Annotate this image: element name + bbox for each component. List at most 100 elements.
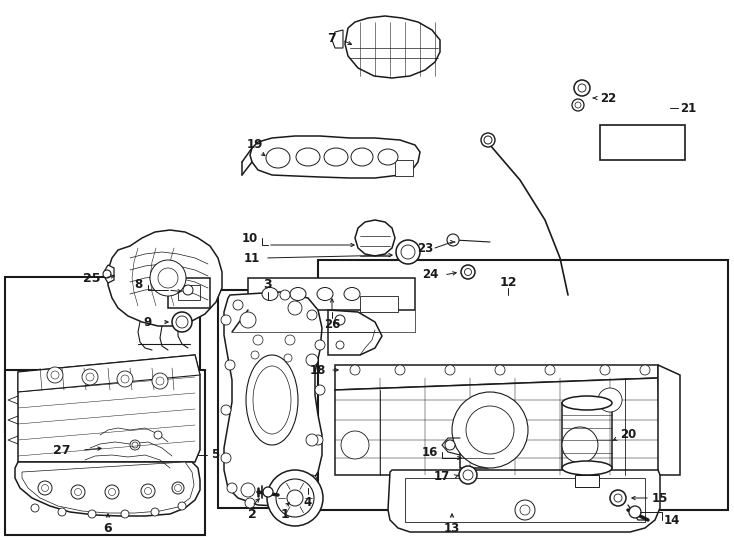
Circle shape bbox=[285, 335, 295, 345]
Text: 25: 25 bbox=[83, 272, 101, 285]
Circle shape bbox=[520, 505, 530, 515]
Circle shape bbox=[253, 335, 263, 345]
Polygon shape bbox=[328, 310, 382, 355]
Ellipse shape bbox=[262, 287, 278, 300]
Circle shape bbox=[463, 470, 473, 480]
Circle shape bbox=[307, 310, 317, 320]
Ellipse shape bbox=[290, 287, 306, 300]
Circle shape bbox=[452, 392, 528, 468]
Circle shape bbox=[141, 484, 155, 498]
Circle shape bbox=[614, 494, 622, 502]
Ellipse shape bbox=[562, 461, 612, 475]
Circle shape bbox=[545, 365, 555, 375]
Ellipse shape bbox=[562, 396, 612, 410]
Circle shape bbox=[241, 483, 255, 497]
Circle shape bbox=[156, 377, 164, 385]
Text: 9: 9 bbox=[144, 315, 152, 328]
Circle shape bbox=[103, 270, 111, 278]
Text: 15: 15 bbox=[652, 491, 668, 504]
Text: 27: 27 bbox=[54, 443, 70, 456]
Polygon shape bbox=[15, 462, 200, 516]
Circle shape bbox=[154, 431, 162, 439]
Circle shape bbox=[251, 351, 259, 359]
Circle shape bbox=[459, 466, 477, 484]
Circle shape bbox=[121, 375, 129, 383]
Circle shape bbox=[105, 485, 119, 499]
Text: 20: 20 bbox=[620, 429, 636, 442]
Text: 24: 24 bbox=[422, 268, 438, 281]
Circle shape bbox=[267, 470, 323, 526]
Circle shape bbox=[575, 102, 581, 108]
Bar bbox=[318, 260, 728, 510]
Ellipse shape bbox=[324, 148, 348, 166]
Polygon shape bbox=[55, 445, 65, 455]
Text: 16: 16 bbox=[422, 446, 438, 458]
Text: 8: 8 bbox=[134, 279, 142, 292]
Circle shape bbox=[240, 312, 256, 328]
Polygon shape bbox=[388, 470, 660, 532]
Text: 22: 22 bbox=[600, 91, 616, 105]
Polygon shape bbox=[405, 478, 645, 522]
Polygon shape bbox=[248, 278, 415, 310]
Circle shape bbox=[395, 365, 405, 375]
Circle shape bbox=[175, 484, 181, 491]
Circle shape bbox=[227, 483, 237, 493]
Circle shape bbox=[233, 300, 243, 310]
Text: 7: 7 bbox=[327, 31, 336, 44]
Circle shape bbox=[288, 488, 302, 502]
Circle shape bbox=[466, 406, 514, 454]
Circle shape bbox=[151, 508, 159, 516]
Text: 17: 17 bbox=[434, 469, 450, 483]
Text: 18: 18 bbox=[310, 363, 326, 376]
Text: 13: 13 bbox=[444, 522, 460, 535]
Circle shape bbox=[396, 240, 420, 264]
Circle shape bbox=[461, 265, 475, 279]
Circle shape bbox=[51, 371, 59, 379]
Circle shape bbox=[562, 427, 598, 463]
Circle shape bbox=[629, 506, 641, 518]
Circle shape bbox=[336, 341, 344, 349]
Circle shape bbox=[31, 504, 39, 512]
Text: 11: 11 bbox=[244, 252, 260, 265]
Text: 26: 26 bbox=[324, 319, 340, 332]
Circle shape bbox=[38, 481, 52, 495]
Circle shape bbox=[350, 365, 360, 375]
Text: 5: 5 bbox=[211, 449, 219, 462]
Circle shape bbox=[82, 369, 98, 385]
Polygon shape bbox=[178, 285, 200, 300]
Polygon shape bbox=[335, 365, 658, 390]
Circle shape bbox=[341, 431, 369, 459]
Circle shape bbox=[86, 373, 94, 381]
Circle shape bbox=[335, 315, 345, 325]
Circle shape bbox=[445, 440, 455, 450]
Circle shape bbox=[158, 268, 178, 288]
Circle shape bbox=[610, 490, 626, 506]
Polygon shape bbox=[355, 220, 395, 256]
Text: 10: 10 bbox=[242, 232, 258, 245]
Circle shape bbox=[152, 373, 168, 389]
Circle shape bbox=[307, 475, 317, 485]
Circle shape bbox=[221, 453, 231, 463]
Text: 23: 23 bbox=[417, 241, 433, 254]
Circle shape bbox=[176, 316, 188, 328]
Circle shape bbox=[245, 498, 255, 508]
Circle shape bbox=[600, 365, 610, 375]
Text: 14: 14 bbox=[664, 514, 680, 526]
Circle shape bbox=[315, 385, 325, 395]
Text: 19: 19 bbox=[247, 138, 264, 152]
Circle shape bbox=[306, 354, 318, 366]
Circle shape bbox=[172, 312, 192, 332]
Circle shape bbox=[401, 245, 415, 259]
Circle shape bbox=[172, 482, 184, 494]
Ellipse shape bbox=[246, 355, 298, 445]
Ellipse shape bbox=[344, 287, 360, 300]
Circle shape bbox=[74, 489, 81, 496]
Circle shape bbox=[221, 315, 231, 325]
Ellipse shape bbox=[296, 148, 320, 166]
Circle shape bbox=[306, 434, 318, 446]
Ellipse shape bbox=[351, 148, 373, 166]
Text: 1: 1 bbox=[280, 509, 289, 522]
Circle shape bbox=[221, 405, 231, 415]
Circle shape bbox=[484, 136, 492, 144]
Circle shape bbox=[58, 508, 66, 516]
